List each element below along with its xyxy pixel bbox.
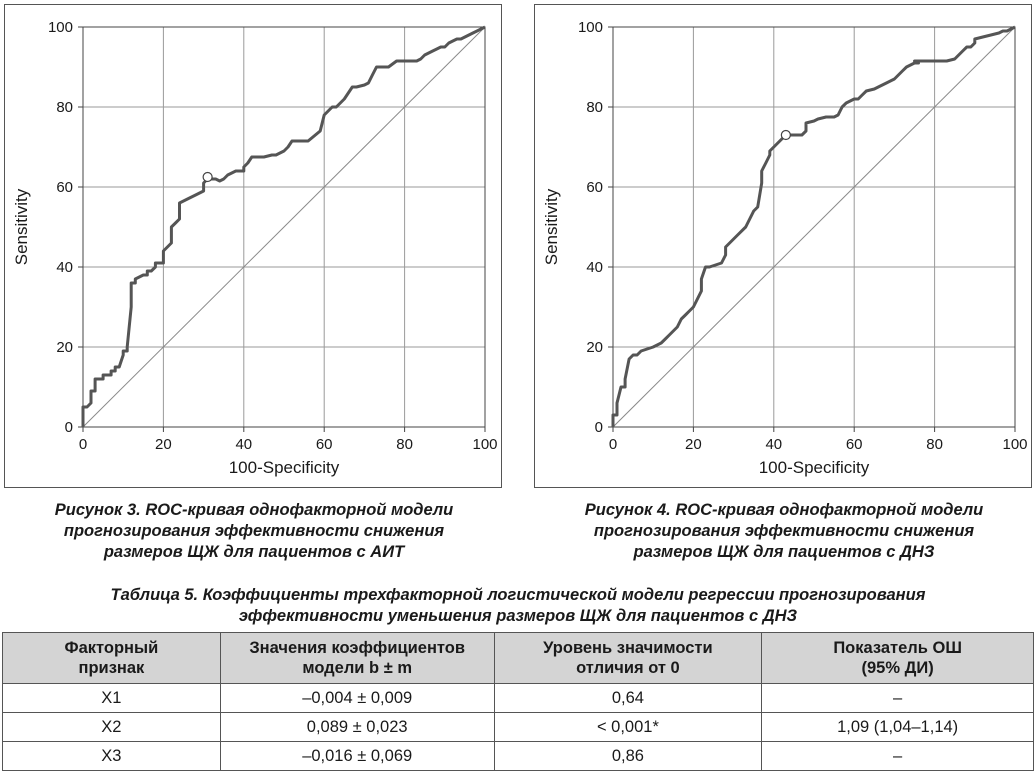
header-text: отличия от 0 — [576, 659, 680, 677]
header-text: признак — [78, 659, 145, 677]
cutoff-point-marker — [202, 171, 213, 183]
y-tick-label: 40 — [56, 259, 73, 276]
header-cell-significance: Уровень значимости отличия от 0 — [493, 632, 763, 684]
caption-line: прогнозирования эффективности снижения — [63, 522, 445, 540]
y-tick-label: 80 — [586, 99, 603, 116]
table-cell: –0,004 ± 0,009 — [219, 683, 495, 713]
header-text: Показатель ОШ — [833, 639, 962, 657]
cutoff-point-marker — [780, 129, 791, 141]
x-tick-label: 0 — [79, 436, 87, 453]
table-title-line: Таблица 5. Коэффициенты трехфакторной ло… — [110, 586, 926, 604]
table-title: Таблица 5. Коэффициенты трехфакторной ло… — [0, 585, 1036, 627]
x-tick-label: 40 — [235, 436, 252, 453]
y-tick-label: 20 — [56, 339, 73, 356]
figure-caption-left: Рисунок 3. ROC-кривая однофакторной моде… — [4, 500, 504, 563]
x-tick-label: 80 — [396, 436, 413, 453]
y-tick-label: 0 — [595, 419, 603, 436]
x-tick-label: 20 — [155, 436, 172, 453]
reference-line — [82, 26, 486, 428]
table-cell: X1 — [2, 683, 221, 713]
table-cell: X2 — [2, 712, 221, 742]
y-tick-label: 0 — [65, 419, 73, 436]
roc-chart-left: 0 20 40 60 80 100 0 20 40 60 80 100 100-Specificity S… — [12, 19, 498, 477]
x-tick-label: 60 — [316, 436, 333, 453]
x-axis-label: 100-Specificity — [759, 458, 870, 477]
table-cell: 0,64 — [493, 683, 763, 713]
table-row: X1 –0,004 ± 0,009 0,64 – — [2, 683, 1034, 713]
x-tick-label: 100 — [1002, 436, 1027, 453]
x-tick-label: 0 — [609, 436, 617, 453]
roc-chart-panel-left: 0 20 40 60 80 100 0 20 40 60 80 100 100-Specificity S… — [4, 4, 502, 488]
header-text: модели b ± m — [302, 659, 413, 677]
table-cell: – — [761, 683, 1034, 713]
x-tick-label: 100 — [472, 436, 497, 453]
table-row: X2 0,089 ± 0,023 < 0,001* 1,09 (1,04–1,1… — [2, 712, 1034, 742]
header-text: Факторный — [64, 639, 159, 657]
table-cell: < 0,001* — [493, 712, 763, 742]
roc-chart-panel-right: 0 20 40 60 80 100 0 20 40 60 80 100 100-Specificity S… — [534, 4, 1032, 488]
header-cell-coefficient: Значения коэффициентов модели b ± m — [219, 632, 495, 684]
caption-line: размеров ЩЖ для пациентов с АИТ — [103, 543, 405, 561]
plot-frame — [82, 26, 486, 428]
coefficients-table: Факторный признак Значения коэффициентов м… — [2, 632, 1034, 771]
x-tick-label: 20 — [685, 436, 702, 453]
header-cell-odds-ratio: Показатель ОШ (95% ДИ) — [761, 632, 1034, 684]
y-tick-label: 40 — [586, 259, 603, 276]
caption-line: Рисунок 3. ROC-кривая однофакторной моде… — [54, 501, 454, 519]
header-text: Уровень значимости — [543, 639, 713, 657]
y-tick-label: 80 — [56, 99, 73, 116]
y-axis-label: Sensitivity — [12, 188, 31, 265]
table-row: X3 –0,016 ± 0,069 0,86 – — [2, 741, 1034, 771]
reference-line — [612, 26, 1016, 428]
y-tick-label: 100 — [578, 19, 603, 36]
y-tick-label: 100 — [48, 19, 73, 36]
caption-line: Рисунок 4. ROC-кривая однофакторной моде… — [584, 501, 984, 519]
x-tick-label: 60 — [846, 436, 863, 453]
header-cell-factor: Факторный признак — [2, 632, 221, 684]
table-cell: 0,089 ± 0,023 — [219, 712, 495, 742]
table-cell: –0,016 ± 0,069 — [219, 741, 495, 771]
y-tick-label: 60 — [56, 179, 73, 196]
x-axis-label: 100-Specificity — [229, 458, 340, 477]
table-header-row: Факторный признак Значения коэффициентов м… — [2, 632, 1034, 684]
x-tick-label: 40 — [765, 436, 782, 453]
caption-line: размеров ЩЖ для пациентов с ДНЗ — [633, 543, 935, 561]
plot-frame — [612, 26, 1016, 428]
y-tick-label: 20 — [586, 339, 603, 356]
y-axis-label: Sensitivity — [542, 188, 561, 265]
figure-caption-right: Рисунок 4. ROC-кривая однофакторной моде… — [534, 500, 1034, 563]
header-text: (95% ДИ) — [861, 659, 934, 677]
table-title-line: эффективности уменьшения размеров ЩЖ для… — [238, 607, 798, 625]
header-text: Значения коэффициентов — [249, 639, 466, 657]
table-cell: – — [761, 741, 1034, 771]
roc-chart-right: 0 20 40 60 80 100 0 20 40 60 80 100 100-Specificity S… — [542, 19, 1028, 477]
y-tick-label: 60 — [586, 179, 603, 196]
roc-curve — [81, 25, 486, 427]
table-cell: X3 — [2, 741, 221, 771]
table-cell: 1,09 (1,04–1,14) — [761, 712, 1034, 742]
caption-line: прогнозирования эффективности снижения — [593, 522, 975, 540]
x-tick-label: 80 — [926, 436, 943, 453]
table-cell: 0,86 — [493, 741, 763, 771]
